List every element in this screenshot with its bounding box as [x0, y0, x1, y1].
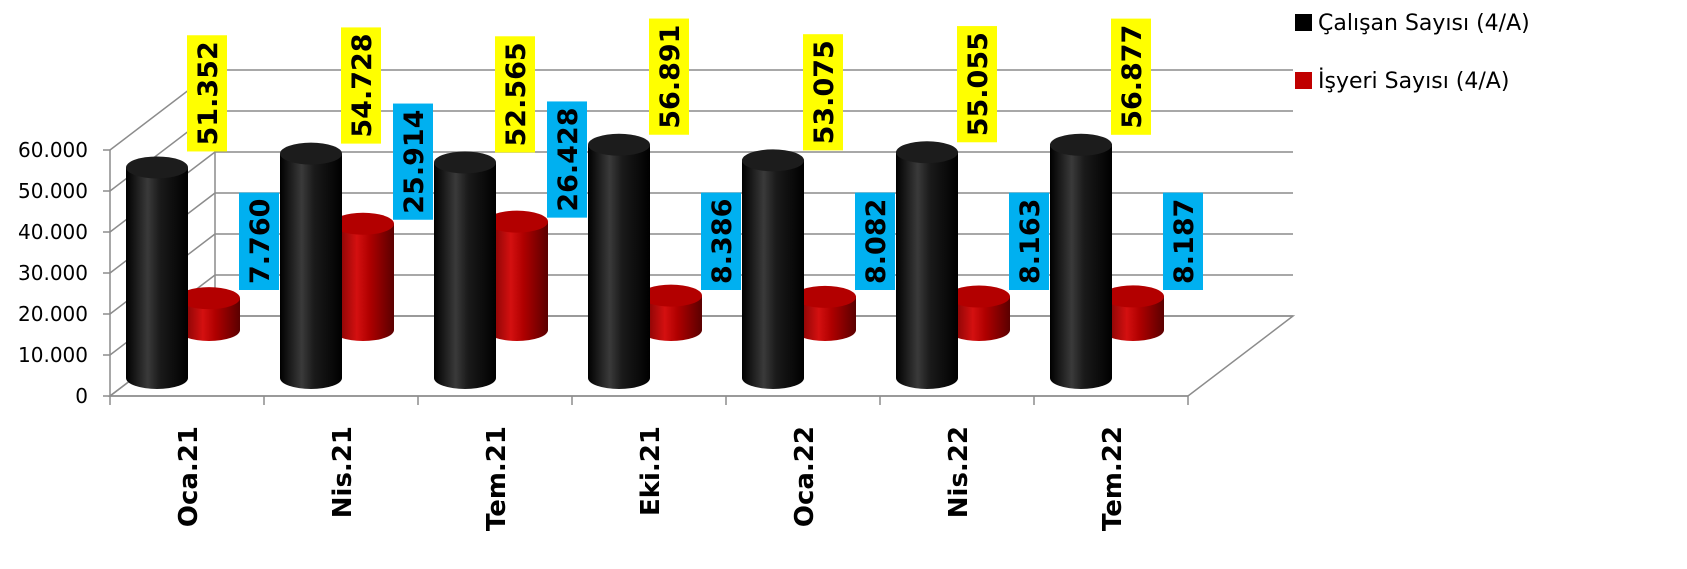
bar-isyeri	[486, 210, 548, 341]
data-label-calisan: 55.055	[957, 26, 997, 143]
bar-isyeri	[640, 284, 702, 341]
x-tick-label: Nis.21	[328, 426, 358, 518]
data-label-isyeri: 26.428	[547, 101, 587, 218]
svg-text:55.055: 55.055	[963, 32, 994, 136]
legend-swatch	[1295, 14, 1312, 31]
svg-text:56.877: 56.877	[1117, 25, 1148, 129]
data-label-isyeri: 7.760	[239, 192, 279, 290]
x-tick-label: Eki.21	[636, 426, 666, 516]
data-label-calisan: 53.075	[803, 34, 843, 151]
x-tick-label: Oca.22	[790, 426, 820, 527]
data-label-isyeri: 8.187	[1163, 192, 1203, 290]
data-label-calisan: 51.352	[187, 35, 227, 152]
y-tick-label: 20.000	[18, 302, 88, 326]
y-tick-label: 60.000	[18, 138, 88, 162]
svg-text:8.163: 8.163	[1015, 199, 1046, 284]
svg-text:8.386: 8.386	[707, 199, 738, 284]
svg-text:25.914: 25.914	[399, 110, 430, 214]
x-tick-label: Nis.22	[944, 426, 974, 518]
legend-label: Çalışan Sayısı (4/A)	[1318, 11, 1530, 36]
plot-area	[126, 133, 1164, 389]
svg-text:52.565: 52.565	[501, 42, 532, 146]
svg-text:54.728: 54.728	[347, 33, 378, 137]
bar-isyeri	[178, 287, 240, 341]
svg-text:56.891: 56.891	[655, 25, 686, 129]
legend-swatch	[1295, 72, 1312, 89]
data-label-calisan: 54.728	[341, 27, 381, 144]
data-labels: 51.352 7.760 54.728 25.914 52.565 26.428 56.89…	[187, 18, 1203, 290]
data-label-calisan: 52.565	[495, 36, 535, 153]
bar-calisan	[280, 142, 342, 389]
legend-label: İşyeri Sayısı (4/A)	[1318, 68, 1509, 94]
data-label-isyeri: 8.082	[855, 192, 895, 290]
legend: Çalışan Sayısı (4/A) İşyeri Sayısı (4/A)	[1295, 11, 1530, 94]
x-tick-label: Tem.21	[482, 426, 512, 531]
legend-item: İşyeri Sayısı (4/A)	[1295, 68, 1509, 94]
bar-calisan	[896, 141, 958, 389]
data-label-isyeri: 25.914	[393, 103, 433, 220]
bar-calisan	[588, 133, 650, 389]
svg-text:53.075: 53.075	[809, 40, 840, 144]
svg-text:26.428: 26.428	[553, 107, 584, 211]
data-label-calisan: 56.891	[649, 18, 689, 135]
svg-text:7.760: 7.760	[245, 199, 276, 284]
data-label-isyeri: 8.386	[701, 192, 741, 290]
y-tick-label: 0	[75, 384, 88, 408]
legend-item: Çalışan Sayısı (4/A)	[1295, 11, 1530, 36]
bar-isyeri	[332, 212, 394, 341]
bar-calisan	[126, 156, 188, 389]
y-tick-label: 30.000	[18, 261, 88, 285]
svg-text:8.082: 8.082	[861, 199, 892, 284]
axes: 0 10.000 20.000 30.000 40.000 50.000 60.000 Oca…	[18, 138, 1189, 531]
bar-isyeri	[948, 285, 1010, 341]
y-tick-label: 40.000	[18, 220, 88, 244]
bar-isyeri	[794, 285, 856, 341]
data-label-isyeri: 8.163	[1009, 192, 1049, 290]
bar-calisan	[742, 149, 804, 389]
y-tick-label: 50.000	[18, 179, 88, 203]
svg-text:51.352: 51.352	[193, 41, 224, 145]
y-tick-label: 10.000	[18, 343, 88, 367]
bar-isyeri	[1102, 285, 1164, 341]
data-label-calisan: 56.877	[1111, 18, 1151, 135]
bar-calisan	[1050, 133, 1112, 389]
bar-calisan	[434, 151, 496, 389]
x-tick-label: Tem.22	[1098, 426, 1128, 531]
x-tick-label: Oca.21	[174, 426, 204, 527]
svg-text:8.187: 8.187	[1169, 199, 1200, 284]
